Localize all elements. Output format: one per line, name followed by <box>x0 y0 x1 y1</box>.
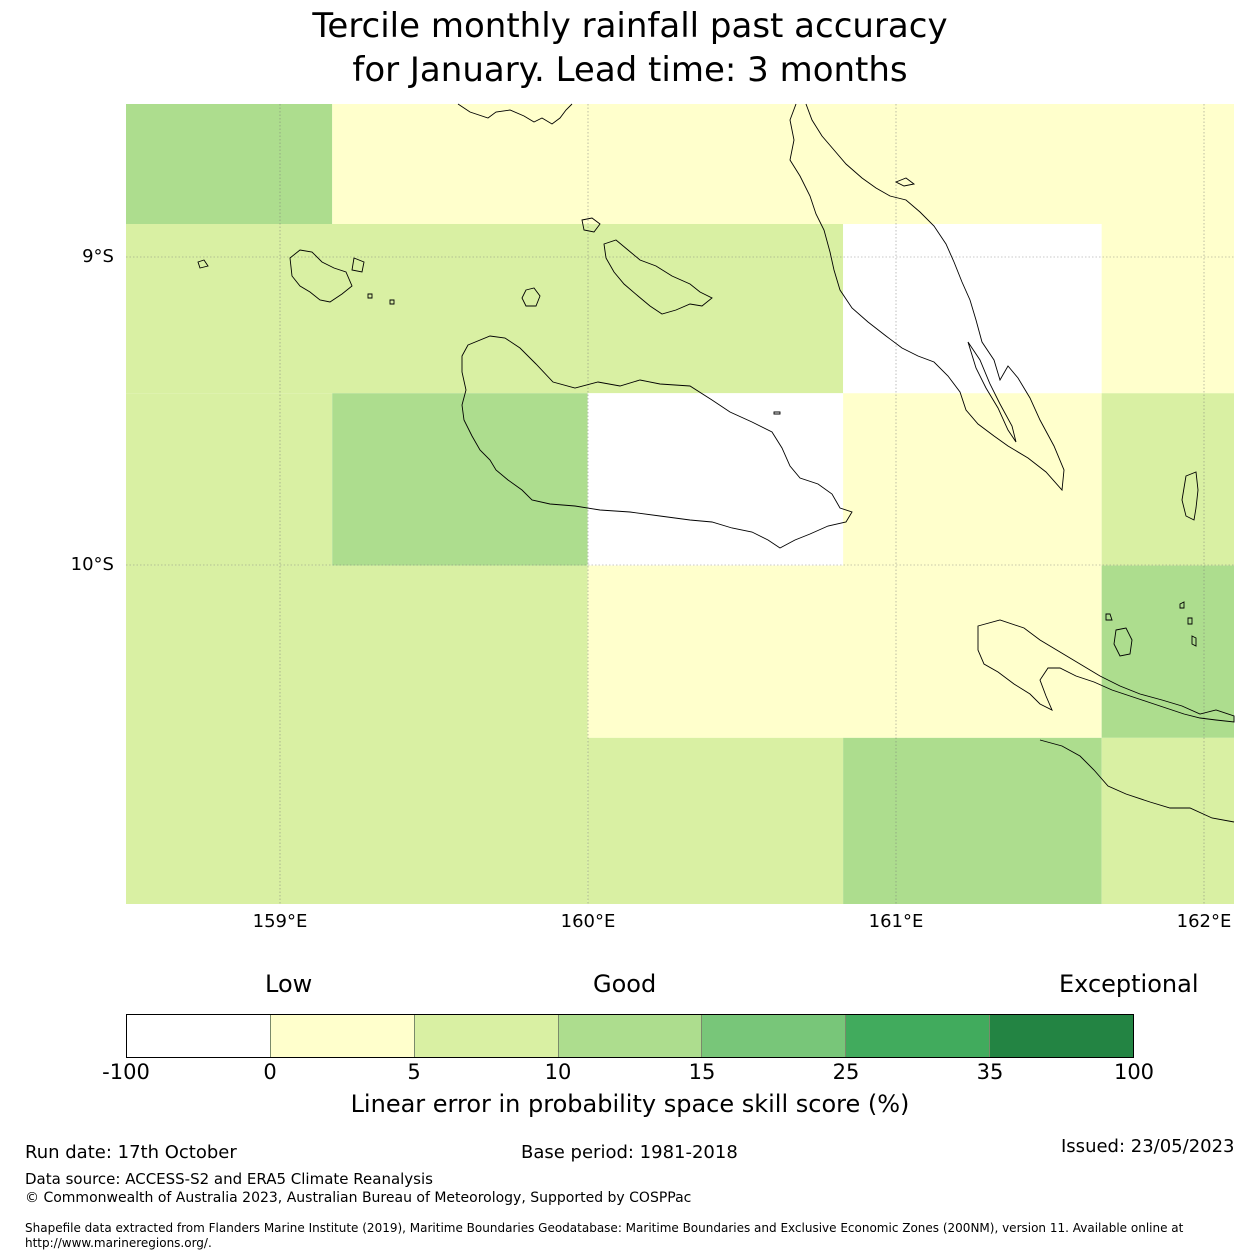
island-east-6 <box>1191 635 1197 647</box>
island-east-5 <box>1187 617 1193 625</box>
island-top-small <box>894 177 916 187</box>
base-period: Base period: 1981-2018 <box>521 1142 738 1163</box>
colorbar-segment <box>127 1015 271 1057</box>
title-line-2: for January. Lead time: 3 months <box>352 50 908 90</box>
shapefile-credit-2: http://www.marineregions.org/. <box>25 1236 212 1250</box>
colorbar-tick: 0 <box>263 1060 277 1084</box>
colorbar-segment <box>846 1015 991 1057</box>
colorbar <box>126 1014 1134 1058</box>
shapefile-credit-1: Shapefile data extracted from Flanders M… <box>25 1221 1184 1235</box>
issued-date: Issued: 23/05/2023 <box>1061 1136 1235 1157</box>
island-east-1 <box>1181 471 1199 521</box>
grid-cell <box>843 737 1102 904</box>
island-east-2 <box>1113 627 1133 657</box>
grid-cell <box>1101 224 1234 394</box>
island-north-small <box>581 217 601 233</box>
grid-cell <box>126 565 588 904</box>
lon-label-159: 159°E <box>252 911 308 932</box>
skill-grid <box>126 104 1234 904</box>
grid-cell <box>126 393 333 566</box>
grid-cell <box>587 565 1102 738</box>
data-source: Data source: ACCESS-S2 and ERA5 Climate … <box>25 1170 433 1188</box>
colorbar-label-low: Low <box>265 970 313 998</box>
colorbar-tick: -100 <box>102 1060 150 1084</box>
colorbar-tick: 10 <box>544 1060 572 1084</box>
colorbar-tick: 35 <box>976 1060 1004 1084</box>
grid-cell <box>587 737 844 904</box>
island-nggela <box>289 249 353 303</box>
grid-cell <box>587 393 844 566</box>
colorbar-segment <box>990 1015 1134 1057</box>
colorbar-label-good: Good <box>593 970 657 998</box>
lon-label-160: 160°E <box>560 911 616 932</box>
colorbar-tick: 100 <box>1113 1060 1155 1084</box>
island-savo <box>521 287 541 307</box>
map-plot <box>126 103 1235 904</box>
grid-cell <box>1101 393 1234 566</box>
island-russell <box>603 239 713 315</box>
island-makira-south-coast <box>1039 739 1235 823</box>
lat-label-9s: 9°S <box>82 246 114 267</box>
coastlines <box>197 103 1235 823</box>
lon-label-161: 161°E <box>868 911 924 932</box>
colorbar-segment <box>414 1015 559 1057</box>
island-small-1 <box>367 293 373 299</box>
lat-label-10s: 10°S <box>70 554 114 575</box>
grid-cell <box>1101 737 1234 904</box>
colorbar-segment <box>558 1015 703 1057</box>
island-malaita <box>789 103 1065 492</box>
island-small-2 <box>389 299 395 305</box>
graticule <box>126 104 1234 904</box>
run-date: Run date: 17th October <box>25 1142 237 1163</box>
island-east-4 <box>1179 601 1185 609</box>
colorbar-tick: 15 <box>688 1060 716 1084</box>
copyright: © Commonwealth of Australia 2023, Austra… <box>25 1190 692 1206</box>
island-small-center <box>773 411 781 415</box>
lon-label-162: 162°E <box>1176 911 1232 932</box>
grid-cell <box>843 393 1102 566</box>
island-santa-isabel <box>457 103 573 125</box>
colorbar-segment <box>270 1015 415 1057</box>
chart-title: Tercile monthly rainfall past accuracy f… <box>0 4 1260 92</box>
grid-cell <box>332 104 1234 224</box>
grid-cell <box>126 224 844 394</box>
colorbar-title: Linear error in probability space skill … <box>350 1090 910 1118</box>
grid-cell <box>126 104 333 224</box>
island-malaita-inner <box>967 341 1017 443</box>
colorbar-tick: 5 <box>407 1060 421 1084</box>
island-east-3 <box>1105 613 1113 621</box>
island-nggela-east <box>351 257 365 273</box>
colorbar-label-exceptional: Exceptional <box>1059 970 1199 998</box>
title-line-1: Tercile monthly rainfall past accuracy <box>312 6 948 46</box>
grid-cell <box>1101 565 1234 738</box>
colorbar-tick: 25 <box>832 1060 860 1084</box>
island-guadalcanal <box>461 335 853 549</box>
island-small-west <box>197 259 209 269</box>
island-makira <box>977 619 1235 723</box>
colorbar-segment <box>702 1015 847 1057</box>
grid-cell <box>332 393 588 566</box>
